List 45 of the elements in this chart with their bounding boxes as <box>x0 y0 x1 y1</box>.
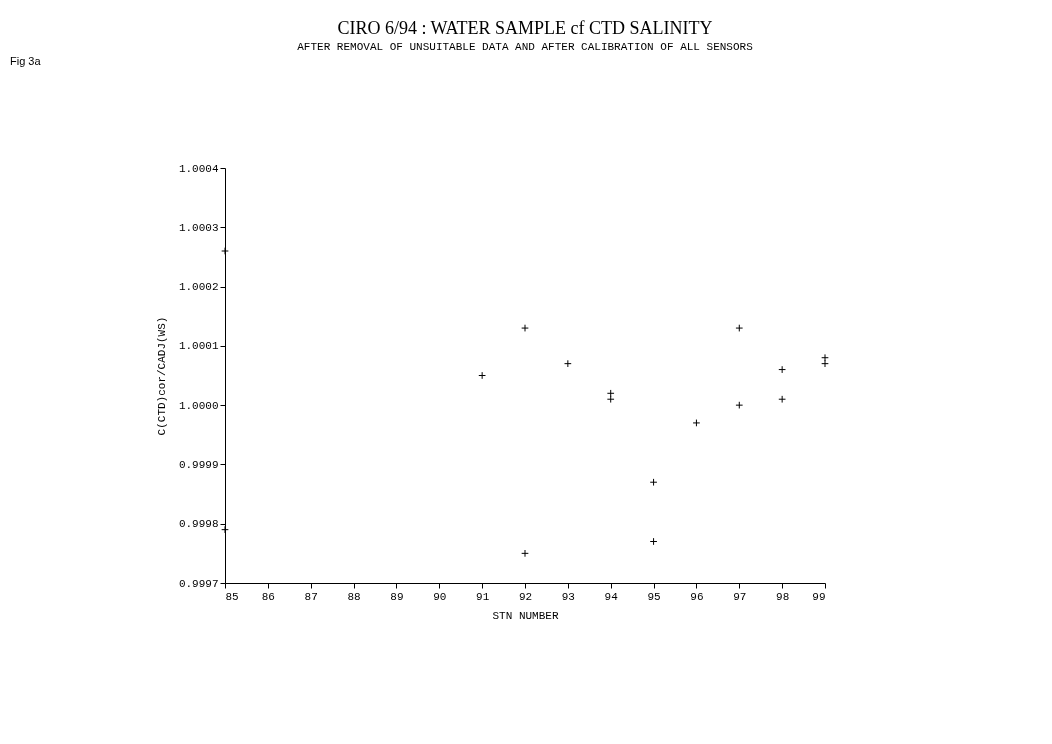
y-tick-label: 1.0003 <box>178 221 219 234</box>
point <box>606 389 615 398</box>
x-tick-label: 90 <box>433 590 447 603</box>
x-tick-label: 91 <box>476 590 490 603</box>
x-tick-label: 87 <box>304 590 318 603</box>
chart-subtitle: AFTER REMOVAL OF UNSUITABLE DATA AND AFTER CALIBRATION OF ALL SENSORS <box>297 41 754 53</box>
y-tick-label: 1.0000 <box>178 399 219 412</box>
point <box>649 537 658 546</box>
point <box>821 353 829 362</box>
x-tick-label: 99 <box>812 590 826 603</box>
point <box>778 395 786 404</box>
point <box>221 525 229 534</box>
point <box>564 359 572 368</box>
x-tick-label: 88 <box>347 590 361 603</box>
y-tick-label: 1.0001 <box>178 340 219 353</box>
point <box>735 324 744 332</box>
x-tick-label: 94 <box>604 590 619 603</box>
point <box>735 401 744 409</box>
x-tick-label: 98 <box>776 590 790 603</box>
y-tick-label: 0.9998 <box>178 518 219 531</box>
y-tick-label: 0.9997 <box>178 577 219 590</box>
y-tick-label: 1.0002 <box>178 281 219 294</box>
chart-title: CIRO 6/94 : WATER SAMPLE cf CTD SALINITY <box>337 18 713 38</box>
point <box>521 324 529 332</box>
x-tick-label: 97 <box>733 590 747 603</box>
point <box>478 371 486 380</box>
y-tick-label: 0.9999 <box>178 458 219 471</box>
point <box>649 478 658 487</box>
x-axis-title: STN NUMBER <box>492 609 559 622</box>
x-tick-label: 86 <box>261 590 275 603</box>
x-tick-label: 93 <box>561 590 575 603</box>
caption: Fig 3a <box>10 55 42 67</box>
x-tick-label: 92 <box>518 590 533 603</box>
y-axis-title: C(CTD)cor/CADJ(WS) <box>155 316 168 436</box>
point <box>821 359 829 368</box>
point <box>606 395 615 404</box>
x-tick-label: 89 <box>390 590 404 603</box>
point <box>221 247 229 255</box>
point <box>692 419 701 427</box>
x-tick-label: 95 <box>647 590 661 603</box>
point <box>778 365 786 374</box>
x-tick-label: 85 <box>225 590 239 603</box>
x-tick-label: 96 <box>690 590 704 603</box>
point <box>521 549 529 558</box>
y-tick-label: 1.0004 <box>178 162 219 175</box>
